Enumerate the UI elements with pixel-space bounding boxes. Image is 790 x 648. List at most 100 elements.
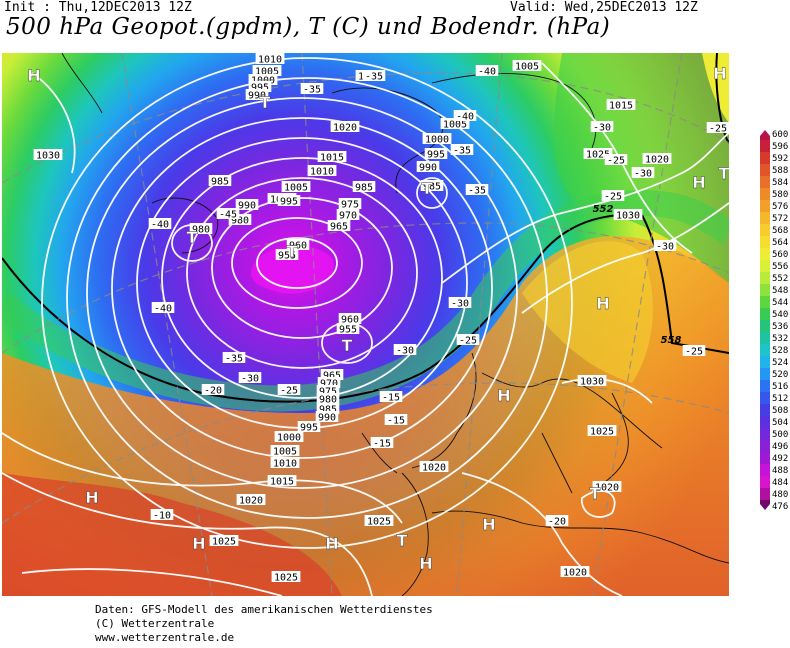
legend-swatch [760,500,770,510]
pressure-value: 1005 [284,183,308,194]
legend-level-label: 492 [772,454,788,464]
temperature-label: -25 [456,334,480,347]
legend-swatch [760,212,770,224]
pressure-value: 1005 [273,447,297,458]
legend-swatch [760,200,770,212]
pressure-label: 1005 [252,65,282,78]
temperature-value: -30 [396,346,414,357]
pressure-label: 970 [317,377,341,390]
high-pressure-center: H [419,554,432,573]
pressure-label: 980 [228,214,252,227]
pressure-label: 1015 [317,151,347,164]
pressure-value: 995 [251,83,269,94]
legend-swatch [760,236,770,248]
temperature-label: -25 [682,345,706,358]
high-pressure-center: H [497,386,510,405]
pressure-label: 990 [245,89,269,102]
pressure-value: 980 [231,216,249,227]
pressure-value: 960 [289,241,307,252]
pressure-label: 955 [336,323,360,336]
temperature-value: -15 [382,393,400,404]
pressure-label: 985 [352,181,376,194]
pressure-label: 1025 [209,535,239,548]
pressure-label: 980 [316,393,340,406]
pressure-value: 995 [280,197,298,208]
pressure-value: 995 [300,423,318,434]
temperature-value: -30 [634,169,652,180]
temperature-value: -30 [593,123,611,134]
temperature-label: -20 [545,515,569,528]
pressure-label: 1005 [281,181,311,194]
legend-swatch [760,332,770,344]
temperature-value: -35 [468,186,486,197]
legend-level-label: 552 [772,274,788,284]
legend-swatch [760,428,770,440]
temperature-value: -25 [459,336,477,347]
temperature-label: -25 [601,190,625,203]
pressure-label: 995 [277,195,301,208]
temperature-value: -20 [204,386,222,397]
legend-swatch [760,248,770,260]
pressure-label: 1005 [512,60,542,73]
pressure-value: 985 [211,177,229,188]
temperature-value: -30 [241,374,259,385]
pressure-value: 1010 [258,55,282,66]
pressure-value: 975 [319,387,337,398]
pressure-label: 960 [286,239,310,252]
temperature-label: -35 [300,83,324,96]
temperature-value: -25 [709,124,727,135]
high-pressure-center: H [85,488,98,507]
legend-level-label: 536 [772,322,788,332]
color-legend: 600 596 592 588 584 580 576 572 568 564 560 556 552 5… [760,130,788,512]
temperature-label: -20 [201,384,225,397]
legend-level-label: 544 [772,298,788,308]
pressure-label: 985 [208,175,232,188]
legend-level-label: 496 [772,442,788,452]
temperature-value: -35 [225,354,243,365]
legend-level-label: 580 [772,190,788,200]
footer-url: www.wetterzentrale.de [95,631,235,644]
legend-level-label: 568 [772,226,788,236]
legend-swatch [760,356,770,368]
legend-level-label: 560 [772,250,788,260]
pressure-value: 1020 [239,496,263,507]
temperature-label: -40 [148,218,172,231]
pressure-value: 965 [330,222,348,233]
temperature-label: -35 [450,144,474,157]
pressure-value: 1005 [515,62,539,73]
legend-level-label: 588 [772,166,788,176]
pressure-value: 1005 [255,67,279,78]
legend-swatch [760,488,770,500]
high-pressure-center: H [325,534,338,553]
pressure-value: 1000 [277,433,301,444]
temperature-value: -10 [153,511,171,522]
pressure-label: 990 [315,411,339,424]
legend-swatch [760,308,770,320]
pressure-value: 1025 [274,573,298,584]
valid-time-label: Valid: Wed,25DEC2013 12Z [510,0,698,15]
legend-level-label: 596 [772,142,788,152]
pressure-label: 990 [416,161,440,174]
pressure-label: 1010 [307,165,337,178]
pressure-label: 1020 [330,121,360,134]
pressure-label: 995 [424,148,448,161]
pressure-value: 1025 [586,150,610,161]
legend-swatch [760,130,770,140]
legend-swatch [760,416,770,428]
pressure-value: 980 [192,225,210,236]
temperature-label: -35 [222,352,246,365]
high-pressure-center: H [692,173,705,192]
temperature-value: -20 [548,517,566,528]
legend-level-label: 512 [772,394,788,404]
pressure-label: 1030 [33,149,63,162]
pressure-label: 1000 [274,431,304,444]
legend-swatch [760,440,770,452]
legend-swatch [760,140,770,152]
legend-level-label: 520 [772,370,788,380]
pressure-value: 970 [339,211,357,222]
temperature-value: -40 [456,112,474,123]
contour-552 [2,213,643,403]
pressure-value: 980 [319,395,337,406]
weather-map: 1010100510009959901025102010151010100510… [2,53,729,596]
pressure-label: 1015 [606,99,636,112]
